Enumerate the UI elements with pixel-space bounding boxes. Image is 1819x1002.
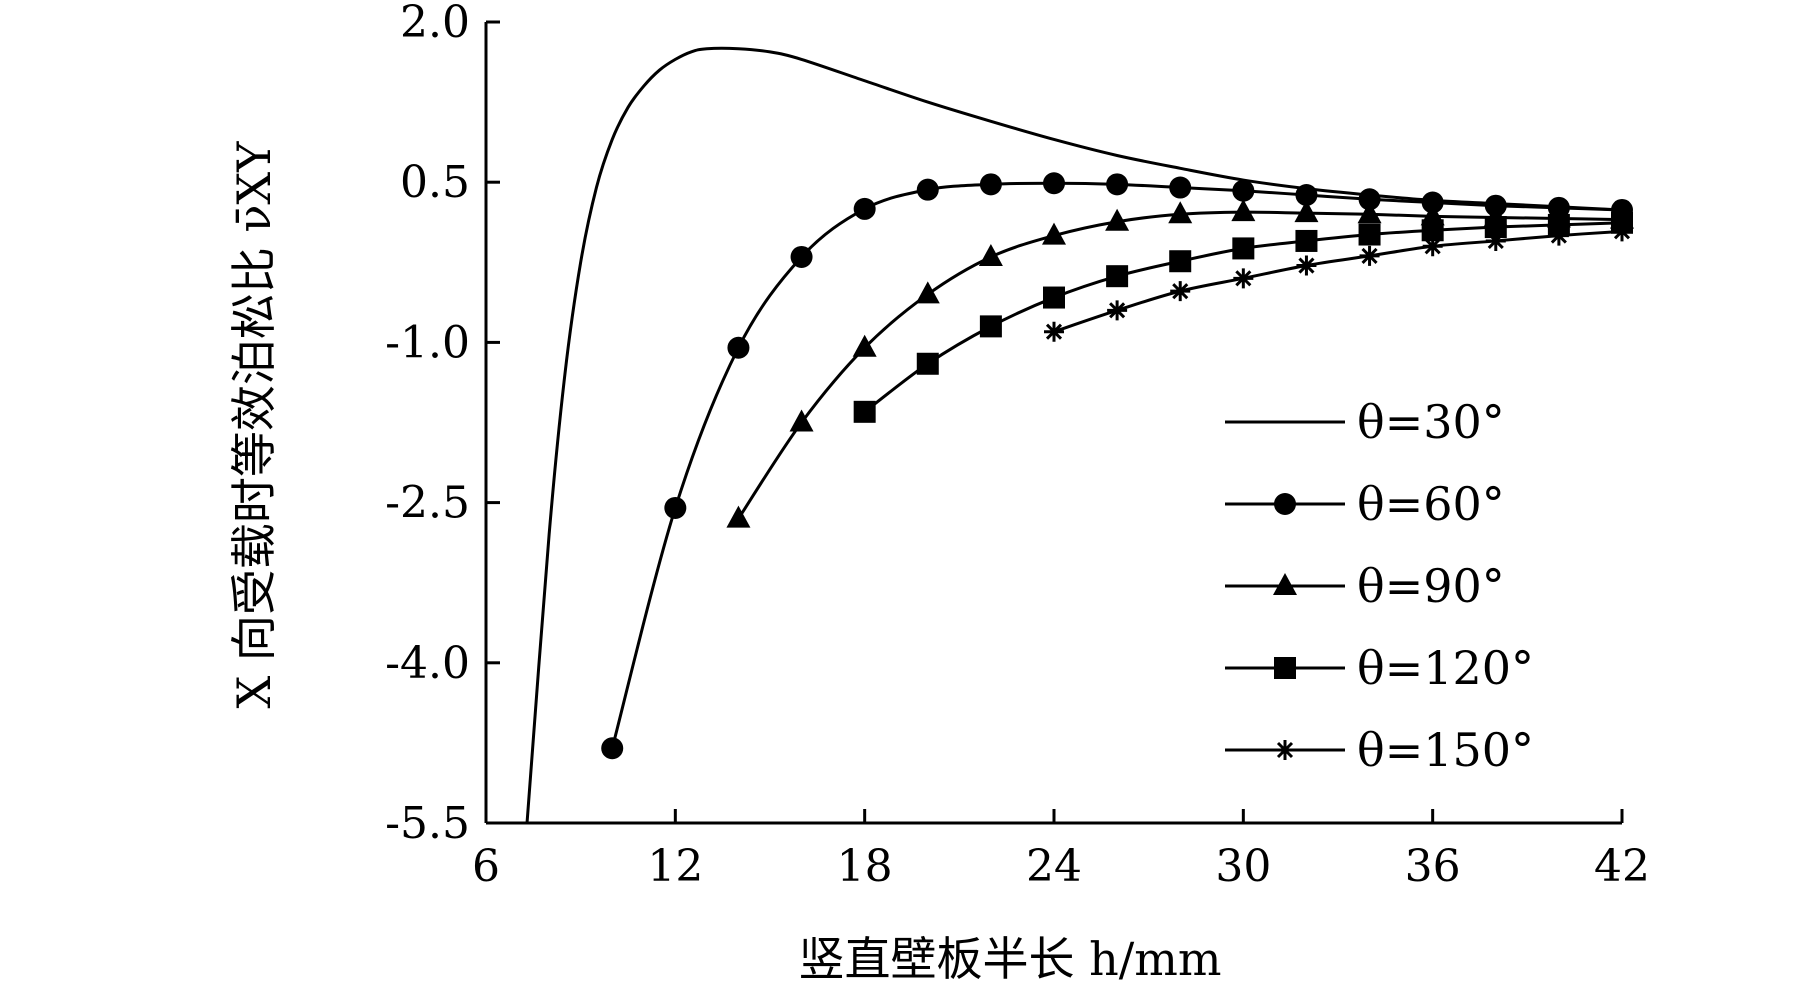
asterisk-mark [1296,255,1317,276]
y-tick-label: -5.5 [385,798,470,849]
series-3 [853,211,1633,423]
legend-label: θ=30° [1357,395,1505,449]
x-tick-label: 18 [837,841,893,892]
data-point [1042,222,1066,245]
legend-label: θ=60° [1357,477,1505,531]
data-point [1231,199,1256,222]
series-layer [525,46,1634,824]
asterisk-mark [1422,236,1443,257]
series-4 [1044,221,1632,342]
asterisk-mark [1170,281,1191,302]
data-point [1359,245,1380,266]
data-point [1169,176,1192,199]
x-tick-label: 12 [647,841,703,892]
data-point [601,737,624,760]
data-point [1107,300,1128,321]
data-point [1548,225,1569,246]
data-point [853,197,876,220]
data-point [1168,201,1193,224]
data-point [1106,173,1129,196]
data-point [1232,237,1255,260]
legend-item-3: θ=120° [1225,641,1534,695]
y-tick-label: -2.5 [385,478,470,529]
asterisk-mark [1548,225,1569,246]
y-tick-label: 0.5 [400,157,470,208]
x-tick-label: 36 [1405,841,1461,892]
x-tick-label: 42 [1594,841,1650,892]
data-point [1485,230,1506,251]
legend-item-2: θ=90° [1225,559,1505,613]
x-tick-label: 24 [1026,841,1082,892]
asterisk-mark [1612,221,1632,242]
data-point [1357,201,1382,224]
data-point [853,400,876,423]
data-point [789,409,814,432]
y-tick-label: 2.0 [400,0,470,48]
data-point [790,245,813,268]
data-point [1612,221,1632,242]
data-point [1105,208,1130,231]
y-axis-title: X 向受载时等效泊松比 ν̄XY [227,141,281,709]
data-point [1233,268,1254,289]
data-point [916,178,939,201]
legend-item-0: θ=30° [1225,395,1505,449]
data-point [978,243,1003,266]
data-point [1043,286,1065,309]
axes: 2.0 0.5 -1.0 -2.5 -4.0 -5.56 12 18 24 30 36 42 [385,0,1650,892]
data-point [915,281,940,304]
asterisk-mark [1485,230,1506,251]
data-point [1358,188,1381,211]
data-point [1421,191,1444,214]
asterisk-mark [1233,268,1254,289]
data-point [727,336,750,359]
legend-item-4: θ=150° [1225,723,1534,777]
data-point [1044,321,1064,342]
y-tick-label: -1.0 [385,317,470,368]
data-point [1484,216,1507,239]
data-point [1358,223,1381,246]
x-tick-label: 6 [472,841,500,892]
data-point [1170,281,1191,302]
data-point [1106,265,1129,288]
data-point [1294,200,1319,223]
data-point [664,496,687,519]
legend-label: θ=120° [1357,641,1534,695]
data-point [726,505,751,528]
asterisk-mark [1359,245,1380,266]
legend-label: θ=90° [1357,559,1505,613]
data-point [1232,179,1255,202]
data-point [1296,255,1317,276]
y-tick-label: -4.0 [385,638,470,689]
data-point [852,334,877,357]
data-point [1295,184,1318,207]
x-tick-label: 30 [1215,841,1271,892]
legend-item-1: θ=60° [1225,477,1505,531]
data-point [1295,229,1318,252]
legend: θ=30° θ=60° θ=90° θ=120° θ=150° [1225,395,1534,777]
data-point [979,315,1002,338]
data-point [1422,236,1443,257]
legend-label: θ=150° [1357,723,1534,777]
x-axis-title: 竖直壁板半长 h/mm [799,932,1222,986]
data-point [1043,172,1065,195]
data-point [1274,657,1296,679]
data-point [1273,573,1297,595]
data-point [1169,250,1192,273]
data-point [1275,740,1295,760]
data-point [1421,219,1444,242]
asterisk-mark [1107,300,1128,321]
asterisk-mark [1044,321,1064,342]
asterisk-mark [1275,740,1295,760]
data-point [979,173,1002,196]
data-point [1274,493,1296,515]
data-point [916,352,939,375]
series-line [1053,229,1623,334]
